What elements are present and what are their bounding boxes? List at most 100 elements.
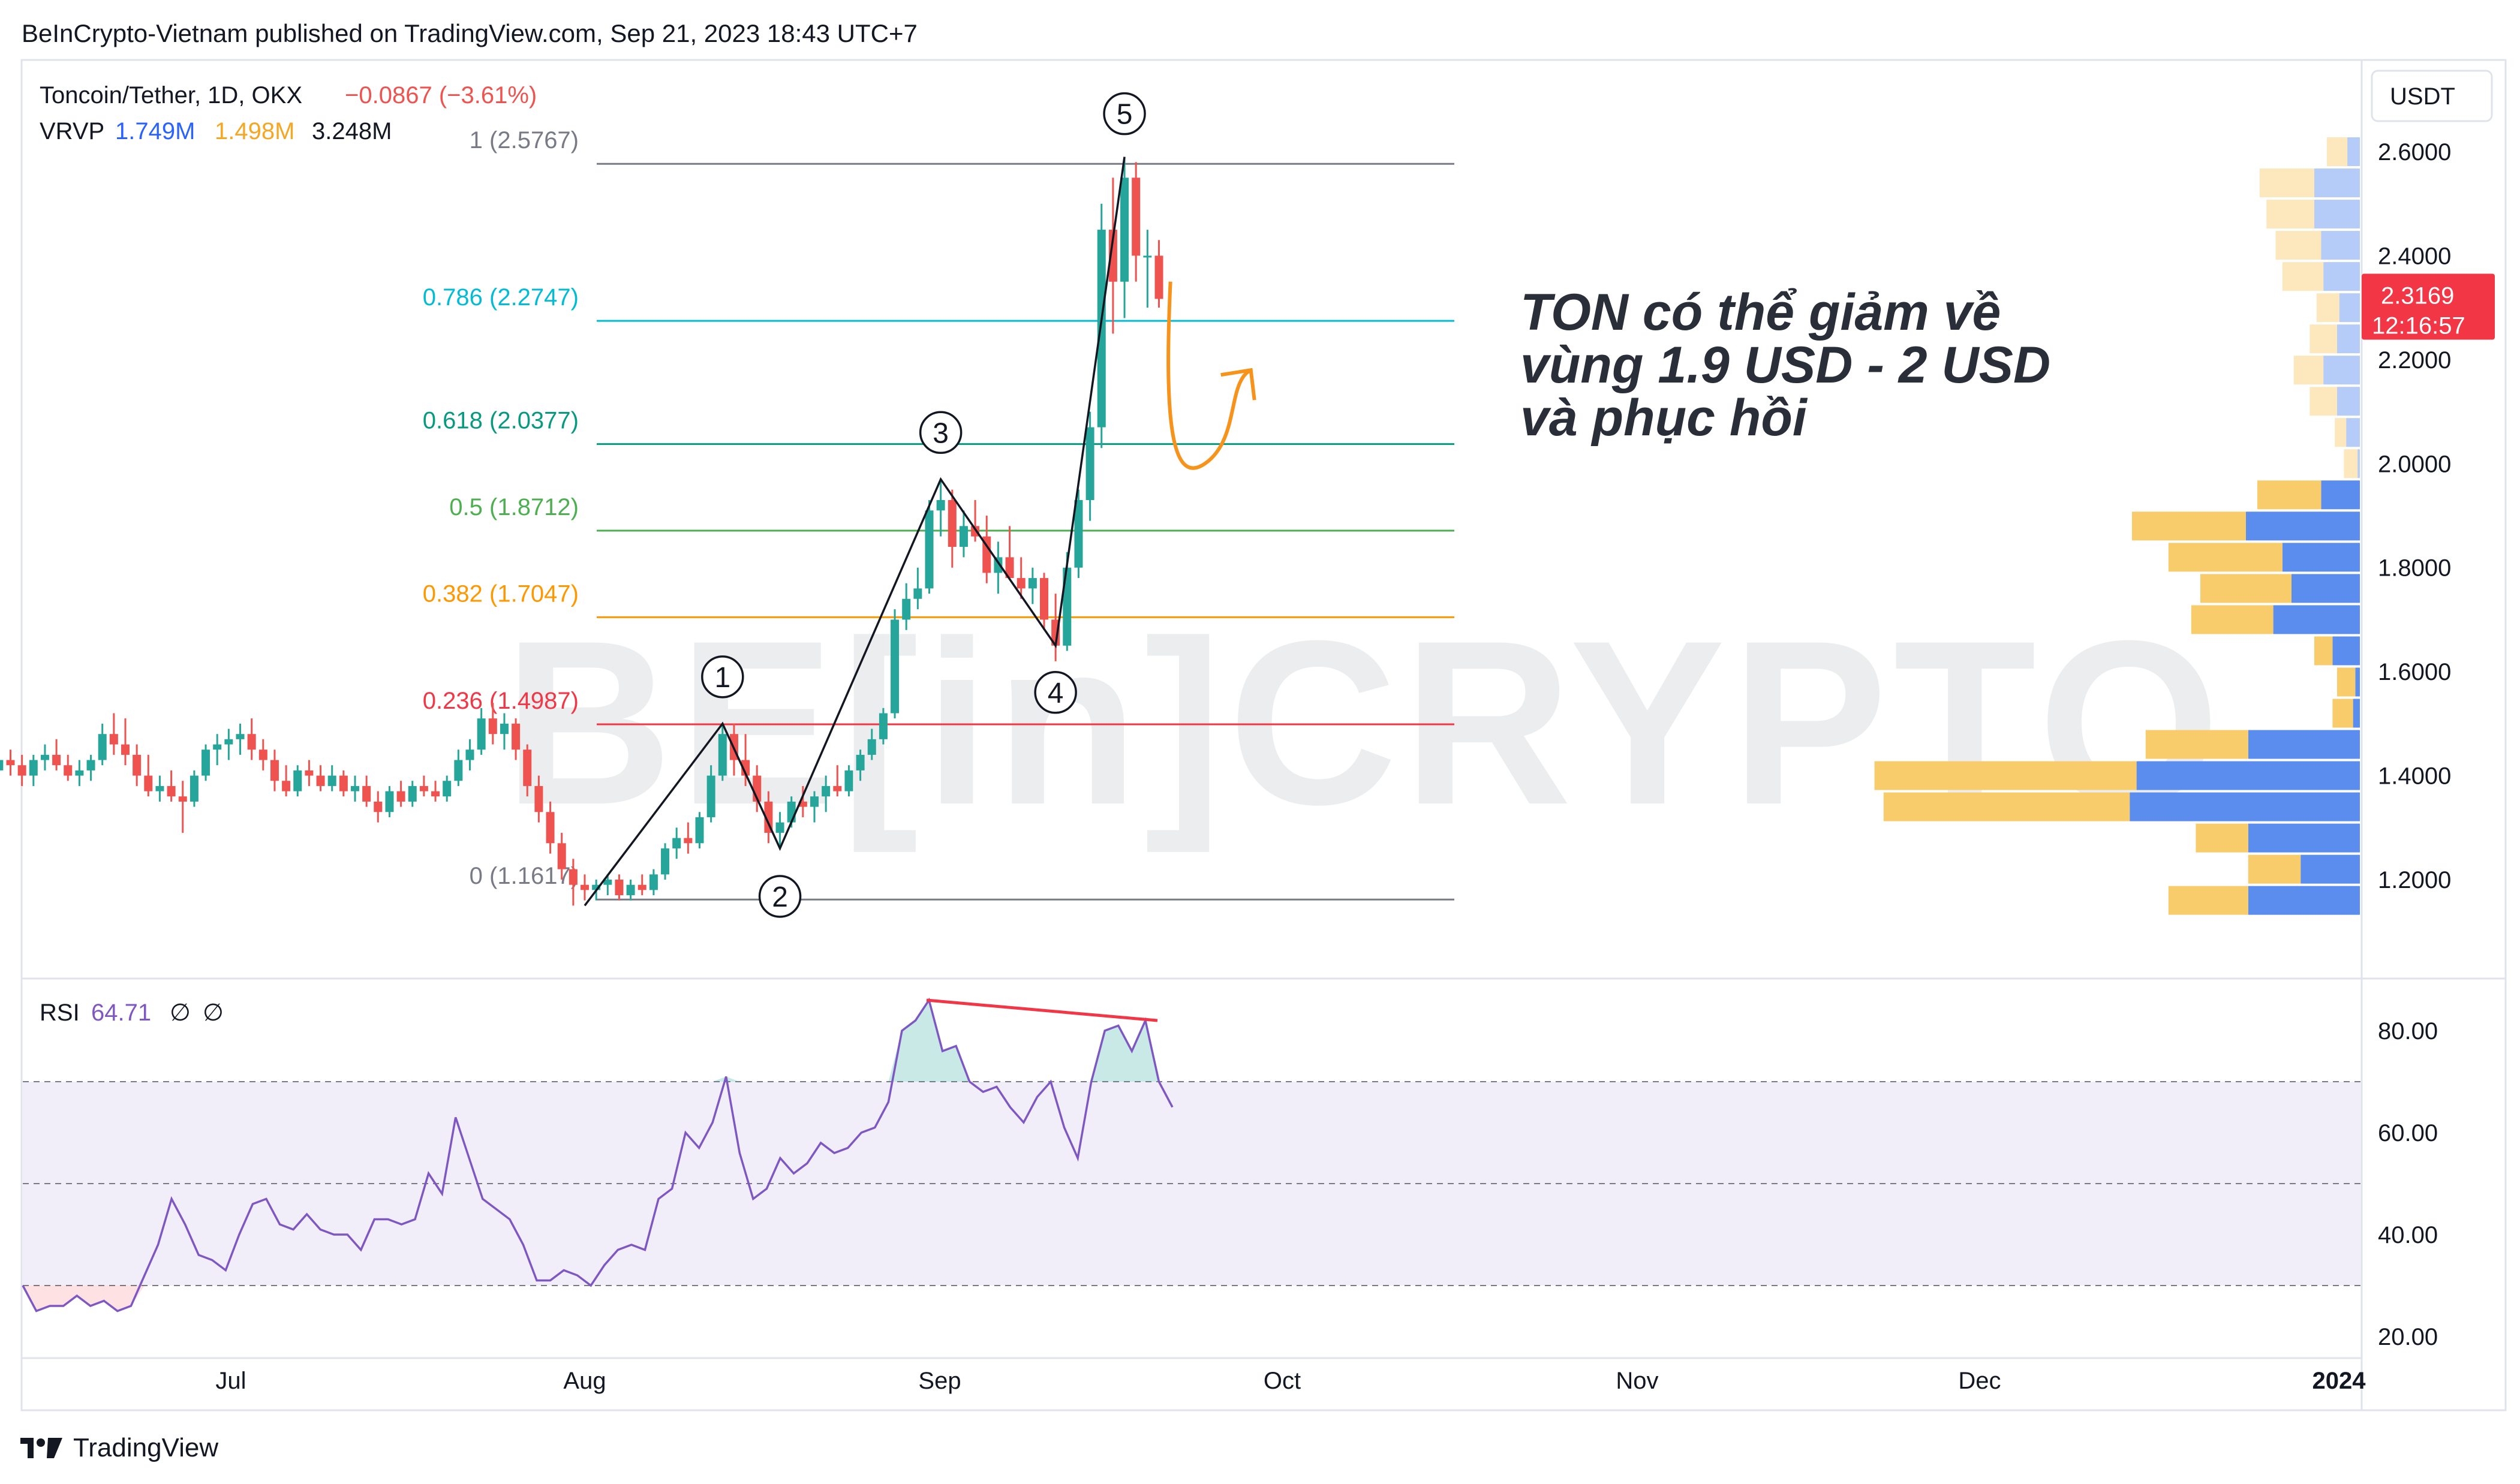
currency-button-label: USDT — [2390, 83, 2455, 110]
rsi-oversold-fill — [131, 1286, 145, 1306]
vp-bar-down — [2335, 418, 2347, 447]
price-tick: 1.6000 — [2378, 659, 2451, 685]
price-tick: 2.0000 — [2378, 451, 2451, 477]
price-tick: 1.4000 — [2378, 763, 2451, 790]
candle-body — [822, 785, 831, 797]
vp-bar-up — [2282, 543, 2360, 572]
rsi-value: 64.71 — [91, 1000, 151, 1026]
legend-vrvp-up: 1.749M — [115, 118, 195, 145]
candle-body — [270, 760, 279, 781]
candle-body — [569, 869, 578, 885]
candle-body — [775, 822, 784, 833]
vp-bar-down — [1874, 761, 2137, 790]
candle-body — [856, 754, 865, 770]
vp-bar-down — [2145, 730, 2248, 759]
candle-body — [592, 884, 601, 890]
candle-body — [52, 754, 61, 766]
candle-body — [86, 760, 95, 770]
rsi-tick: 20.00 — [2378, 1324, 2438, 1350]
candle-body — [706, 775, 715, 817]
candle-body — [98, 734, 107, 760]
rsi-overbought-fill — [929, 1000, 943, 1082]
candle-body — [637, 884, 646, 890]
rsi-na-2: ∅ — [203, 1000, 224, 1026]
vp-bar-up — [2248, 823, 2360, 853]
price-axis: 2.6000 2.4000 2.2000 2.0000 1.8000 1.6000 1.40… — [2378, 139, 2451, 893]
candle-body — [844, 770, 853, 791]
candle-body — [1063, 567, 1072, 646]
chart-frame — [20, 59, 2507, 1411]
price-tick: 1.2000 — [2378, 867, 2451, 893]
candle-body — [247, 734, 256, 750]
rsi-tick: 80.00 — [2378, 1018, 2438, 1044]
candle-body — [925, 510, 934, 589]
candle-body — [557, 843, 566, 869]
projection-arrowhead — [1220, 368, 1256, 401]
wave-label: 3 — [933, 417, 949, 449]
vp-bar-up — [2337, 387, 2360, 416]
wave-label-circle — [701, 655, 744, 699]
candle-body — [1108, 230, 1117, 282]
legend-vrvp-down: 1.498M — [215, 118, 294, 145]
candle-body — [1074, 499, 1083, 568]
candle-body — [258, 749, 267, 760]
candle-body — [1154, 255, 1163, 299]
rsi-oversold-fill — [77, 1286, 91, 1306]
candle-body — [121, 744, 130, 755]
candle-body — [798, 801, 807, 807]
legend-symbol: Toncoin/Tether, 1D, OKX — [40, 82, 302, 109]
candle-body — [741, 760, 750, 776]
candle-body — [443, 781, 452, 797]
candle-body — [351, 785, 359, 791]
candle-body — [374, 801, 383, 812]
rsi-label: RSI — [40, 1000, 80, 1026]
candle-body — [454, 760, 463, 781]
vp-bar-up — [2248, 886, 2360, 915]
candle-body — [603, 880, 612, 885]
vp-bar-down — [2337, 667, 2356, 697]
vp-bar-up — [2246, 511, 2360, 541]
candle-body — [431, 791, 440, 797]
last-price-value: 2.3169 — [2381, 282, 2454, 309]
time-tick: Nov — [1616, 1368, 1658, 1394]
candle-body — [1097, 230, 1106, 428]
candle-body — [362, 785, 371, 802]
last-price-badge — [2362, 273, 2495, 340]
candle-body — [718, 734, 727, 776]
candle-body — [6, 760, 15, 766]
rsi-oversold-fill — [90, 1286, 104, 1306]
rsi-tick: 60.00 — [2378, 1120, 2438, 1146]
candle-body — [75, 770, 84, 776]
vp-bar-up — [2273, 605, 2360, 634]
rsi-overbought-fill — [1132, 1021, 1145, 1082]
rsi-oversold-fill — [36, 1286, 50, 1311]
candle-body — [661, 848, 670, 875]
time-tick: Sep — [918, 1368, 961, 1394]
candle-body — [764, 801, 773, 833]
candles — [0, 156, 1163, 906]
legend-change: −0.0867 (−3.61%) — [345, 82, 537, 109]
candle-body — [133, 754, 142, 776]
wave-label: 1 — [714, 662, 730, 694]
rsi-oversold-fill — [104, 1286, 118, 1311]
rsi-overbought-fill — [1105, 1025, 1118, 1082]
vp-bar-up — [2355, 667, 2360, 697]
candle-body — [396, 791, 405, 802]
candle-body — [236, 734, 245, 739]
fib-label: 0.5 (1.8712) — [449, 494, 579, 520]
vp-bar-up — [2353, 699, 2360, 728]
currency-button[interactable] — [2371, 70, 2493, 122]
candle-body — [936, 499, 945, 511]
price-tick: 2.2000 — [2378, 347, 2451, 374]
vp-bar-down — [2332, 699, 2353, 728]
candle-body — [202, 749, 210, 776]
last-price-countdown: 12:16:57 — [2372, 312, 2465, 339]
candle-body — [581, 884, 589, 890]
vp-bar-down — [2132, 511, 2246, 541]
rsi-divergence-line — [926, 998, 1158, 1022]
candle-body — [419, 785, 428, 791]
candle-body — [178, 796, 187, 802]
vp-bar-up — [2332, 636, 2360, 666]
vp-bar-up — [2314, 168, 2360, 198]
vp-bar-down — [2200, 574, 2292, 603]
